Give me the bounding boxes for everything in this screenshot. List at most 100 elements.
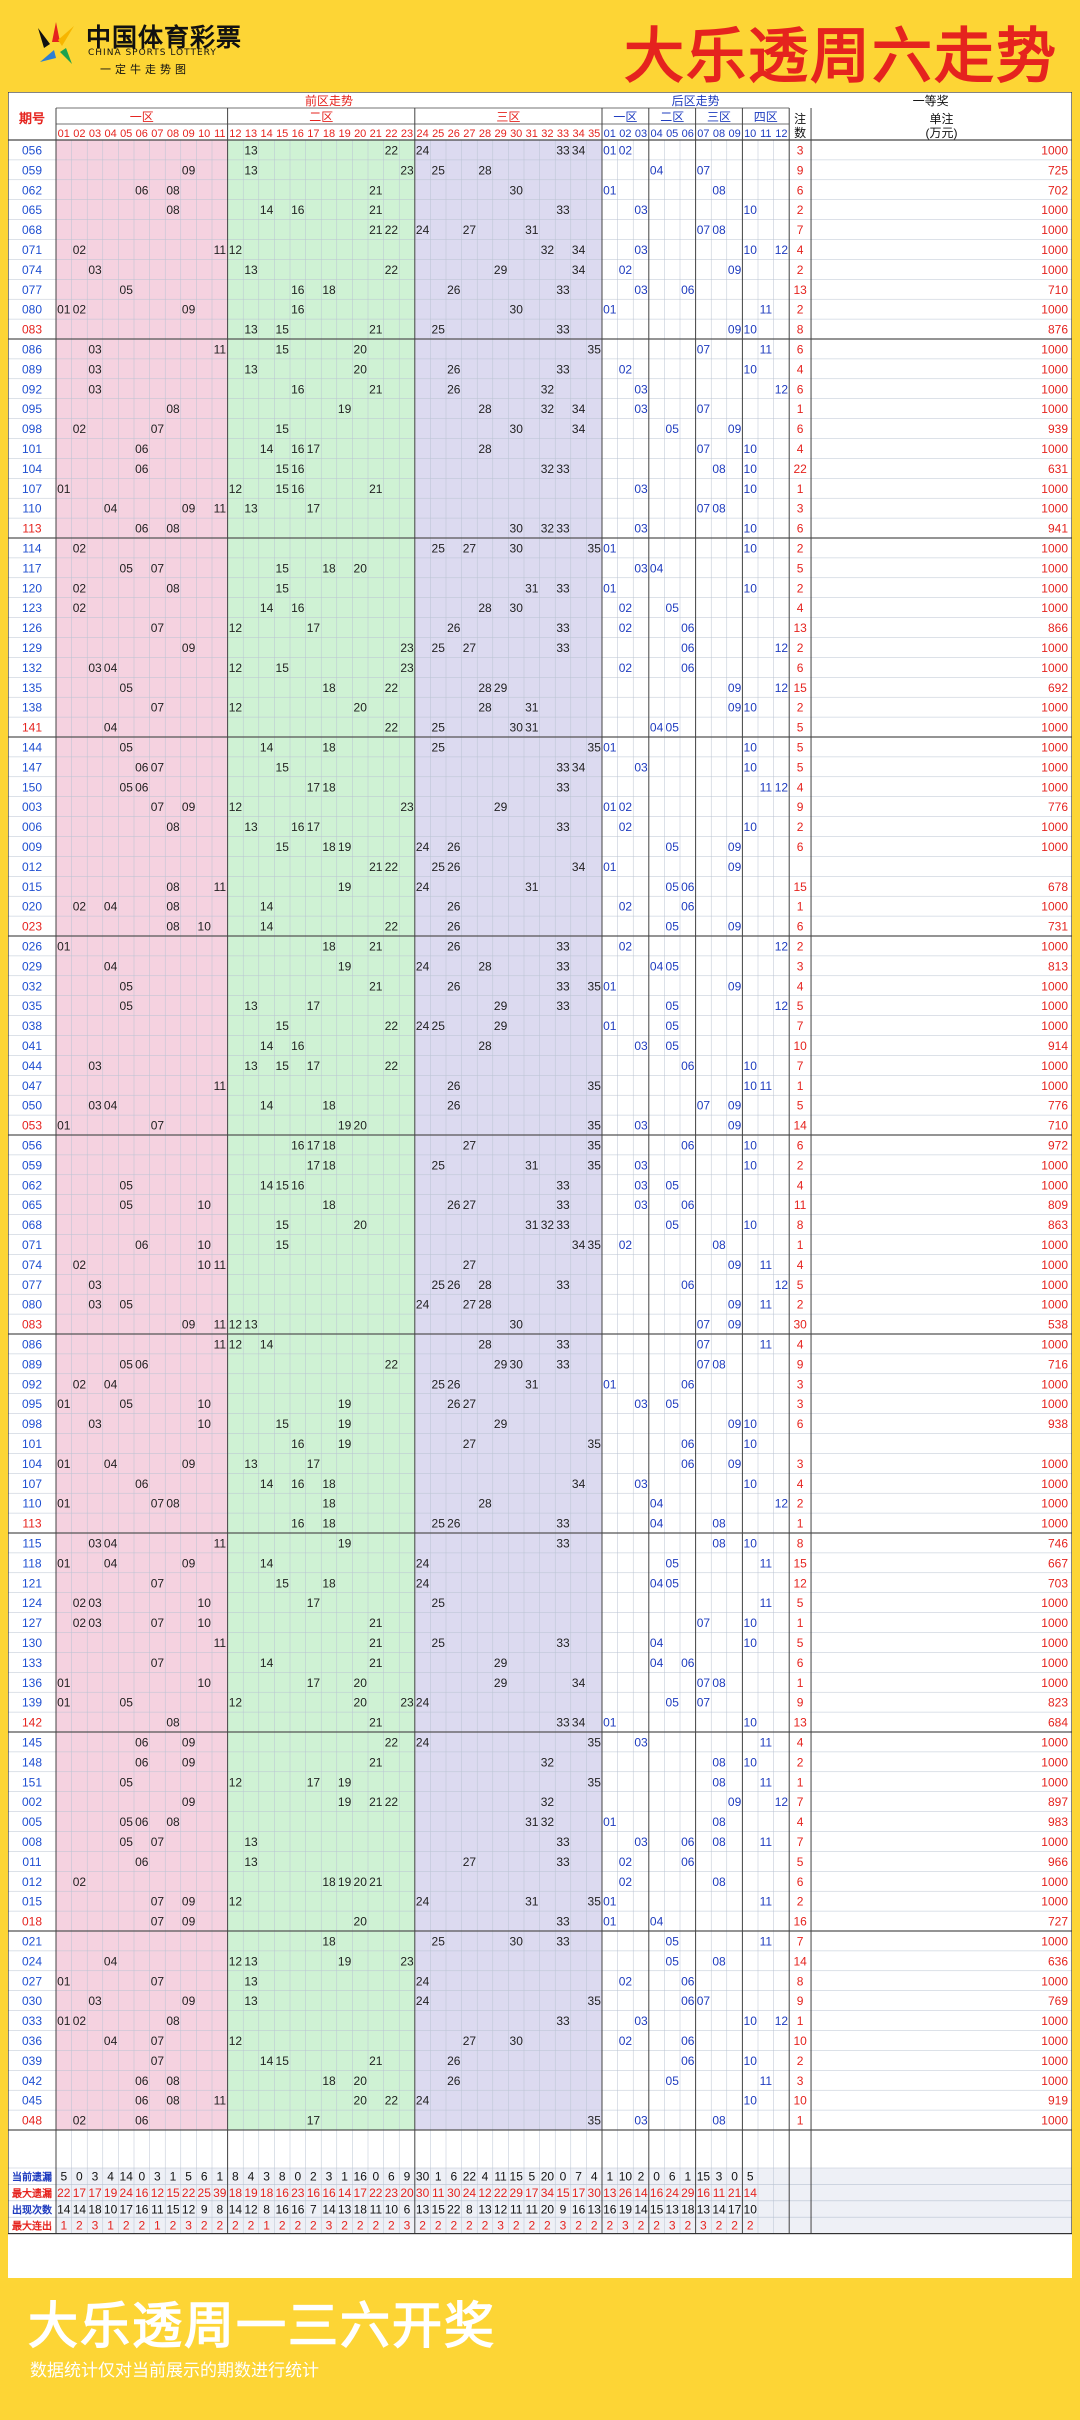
front-number-cell: 18	[322, 1099, 336, 1113]
back-number-cell: 03	[634, 243, 648, 257]
stats-cell: 11	[510, 2202, 523, 2216]
back-number-cell: 02	[619, 940, 633, 954]
issue-cell: 009	[22, 840, 42, 854]
front-number-cell: 34	[572, 760, 586, 774]
stats-cell: 2	[388, 2219, 395, 2233]
back-number-cell: 05	[666, 1576, 680, 1590]
back-number-cell: 02	[619, 621, 633, 635]
front-number-cell: 01	[57, 1497, 71, 1511]
front-number-cell: 31	[525, 1158, 539, 1172]
back-number-cell: 04	[650, 1656, 664, 1670]
back-zone-header: 二区	[660, 110, 684, 124]
front-number-cell: 27	[463, 1397, 477, 1411]
stats-cell: 14	[322, 2202, 336, 2216]
front-number-cell: 25	[432, 721, 446, 735]
count-cell: 1	[797, 900, 804, 914]
front-number-cell: 10	[198, 1676, 212, 1690]
issue-cell: 047	[22, 1079, 42, 1093]
count-cell: 22	[793, 462, 807, 476]
count-cell: 13	[793, 621, 807, 635]
stats-cell: 1	[263, 2219, 270, 2233]
issue-header: 期号	[19, 111, 45, 126]
stats-cell: 12	[244, 2202, 258, 2216]
back-number-cell: 12	[775, 940, 789, 954]
front-number-cell: 33	[556, 820, 570, 834]
back-number-cell: 01	[603, 581, 617, 595]
front-number-cell: 26	[447, 979, 461, 993]
issue-cell: 005	[22, 1815, 42, 1829]
stats-cell: 16	[135, 2202, 149, 2216]
front-number-cell: 33	[556, 1338, 570, 1352]
back-number-cell: 06	[681, 2054, 695, 2068]
front-number-cell: 33	[556, 1636, 570, 1650]
amount-cell: 1000	[1041, 223, 1068, 237]
front-number-cell: 19	[338, 1437, 352, 1451]
stats-cell: 10	[104, 2202, 118, 2216]
back-number-cell: 05	[666, 1397, 680, 1411]
count-cell: 15	[793, 880, 807, 894]
front-number-cell: 10	[198, 1596, 212, 1610]
front-number-cell: 01	[57, 940, 71, 954]
back-number-cell: 11	[760, 1079, 773, 1093]
back-number-cell: 05	[666, 601, 680, 615]
front-number-cell: 01	[57, 1696, 71, 1710]
back-number-cell: 01	[603, 800, 617, 814]
back-number-cell: 11	[760, 2074, 773, 2088]
front-number-cell: 09	[182, 1795, 196, 1809]
stats-cell: 22	[182, 2186, 196, 2200]
stats-cell: 14	[120, 2170, 134, 2184]
front-number-cell: 24	[416, 1556, 430, 1570]
issue-cell: 121	[22, 1576, 42, 1590]
front-number-cell: 33	[556, 323, 570, 337]
front-number-cell: 06	[135, 1855, 149, 1869]
front-number-cell: 33	[556, 283, 570, 297]
back-number-cell: 03	[634, 382, 648, 396]
amount-cell: 703	[1048, 1576, 1068, 1590]
front-number-cell: 13	[244, 1318, 258, 1332]
stats-cell: 2	[310, 2170, 317, 2184]
stats-cell: 2	[357, 2219, 364, 2233]
back-number-cell: 01	[603, 1377, 617, 1391]
count-cell: 13	[793, 1716, 807, 1730]
stats-cell: 23	[385, 2186, 399, 2200]
front-number-header: 12	[229, 128, 241, 140]
stats-cell: 5	[60, 2170, 67, 2184]
issue-cell: 074	[22, 263, 42, 277]
front-number-cell: 08	[166, 402, 180, 416]
front-number-cell: 27	[463, 223, 477, 237]
stats-cell: 16	[603, 2202, 617, 2216]
stats-cell: 2	[716, 2219, 723, 2233]
front-number-cell: 26	[447, 621, 461, 635]
issue-cell: 041	[22, 1039, 42, 1053]
front-number-cell: 17	[307, 780, 321, 794]
count-cell: 1	[797, 482, 804, 496]
stats-cell: 16	[276, 2202, 290, 2216]
front-number-cell: 33	[556, 1178, 570, 1192]
amount-cell: 1000	[1041, 581, 1068, 595]
back-number-cell: 12	[775, 1795, 789, 1809]
back-number-cell: 10	[744, 2014, 758, 2028]
count-cell: 1	[797, 1079, 804, 1093]
count-cell: 4	[797, 1736, 804, 1750]
front-number-cell: 08	[166, 900, 180, 914]
front-number-cell: 08	[166, 2014, 180, 2028]
front-number-cell: 12	[229, 1696, 243, 1710]
front-number-cell: 26	[447, 920, 461, 934]
back-number-cell: 02	[619, 1875, 633, 1889]
front-number-header: 29	[494, 128, 506, 140]
front-number-cell: 07	[151, 800, 165, 814]
stats-cell: 16	[697, 2186, 711, 2200]
front-number-cell: 27	[463, 542, 477, 556]
issue-cell: 042	[22, 2074, 42, 2088]
front-number-cell: 15	[276, 581, 290, 595]
front-number-cell: 07	[151, 1576, 165, 1590]
amount-cell: 1000	[1041, 840, 1068, 854]
front-number-cell: 35	[588, 343, 602, 357]
issue-cell: 101	[22, 1437, 42, 1451]
back-number-cell: 09	[728, 1457, 742, 1471]
issue-cell: 048	[22, 2114, 42, 2128]
amount-cell: 710	[1048, 1119, 1068, 1133]
front-number-cell: 22	[385, 920, 399, 934]
stats-cell: 0	[76, 2170, 83, 2184]
front-number-cell: 23	[400, 1954, 414, 1968]
